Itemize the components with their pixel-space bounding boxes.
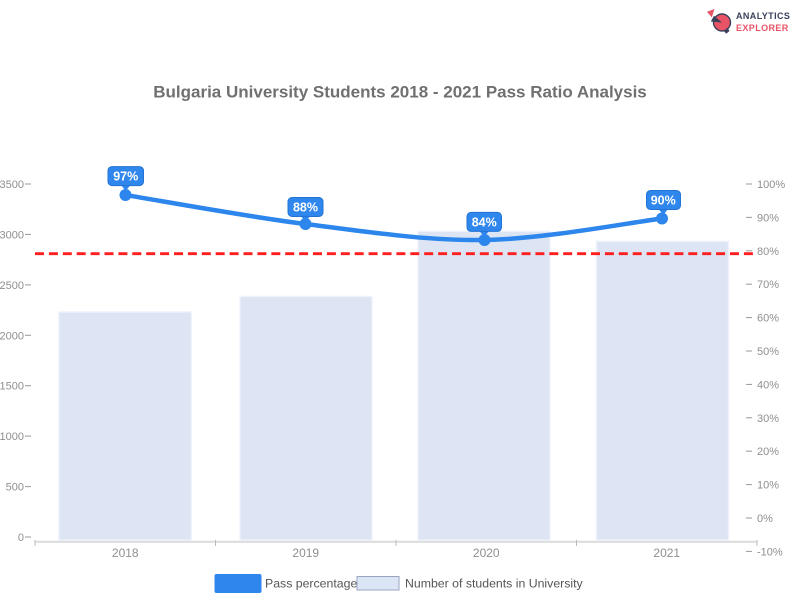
svg-text:100%: 100% <box>757 179 785 191</box>
svg-text:1000: 1000 <box>0 431 24 443</box>
svg-text:EXPLORER: EXPLORER <box>736 23 789 33</box>
svg-text:60%: 60% <box>757 313 779 325</box>
svg-text:2500: 2500 <box>0 280 24 292</box>
svg-text:70%: 70% <box>757 279 779 291</box>
svg-text:2000: 2000 <box>0 330 24 342</box>
svg-text:Pass percentage: Pass percentage <box>265 577 357 591</box>
svg-text:3000: 3000 <box>0 229 24 241</box>
svg-text:10%: 10% <box>757 480 779 492</box>
svg-text:2018: 2018 <box>112 546 139 560</box>
svg-text:2021: 2021 <box>653 546 680 560</box>
svg-text:ANALYTICS: ANALYTICS <box>736 11 790 21</box>
svg-text:50%: 50% <box>757 346 779 358</box>
svg-text:80%: 80% <box>757 246 779 258</box>
svg-text:500: 500 <box>6 482 24 494</box>
svg-text:90%: 90% <box>757 212 779 224</box>
svg-text:84%: 84% <box>472 215 497 229</box>
svg-text:Bulgaria University Students 2: Bulgaria University Students 2018 - 2021… <box>153 83 647 102</box>
svg-text:3500: 3500 <box>0 179 24 191</box>
svg-text:20%: 20% <box>757 446 779 458</box>
svg-text:-10%: -10% <box>757 546 783 558</box>
svg-text:30%: 30% <box>757 413 779 425</box>
svg-text:0: 0 <box>18 532 24 544</box>
svg-text:0%: 0% <box>757 513 773 525</box>
svg-text:40%: 40% <box>757 379 779 391</box>
svg-text:Number of students in Universi: Number of students in University <box>405 577 584 591</box>
svg-text:2019: 2019 <box>292 546 319 560</box>
svg-text:2020: 2020 <box>473 546 500 560</box>
svg-text:1500: 1500 <box>0 381 24 393</box>
svg-text:97%: 97% <box>113 170 138 184</box>
svg-text:90%: 90% <box>651 194 676 208</box>
svg-text:88%: 88% <box>293 201 318 215</box>
